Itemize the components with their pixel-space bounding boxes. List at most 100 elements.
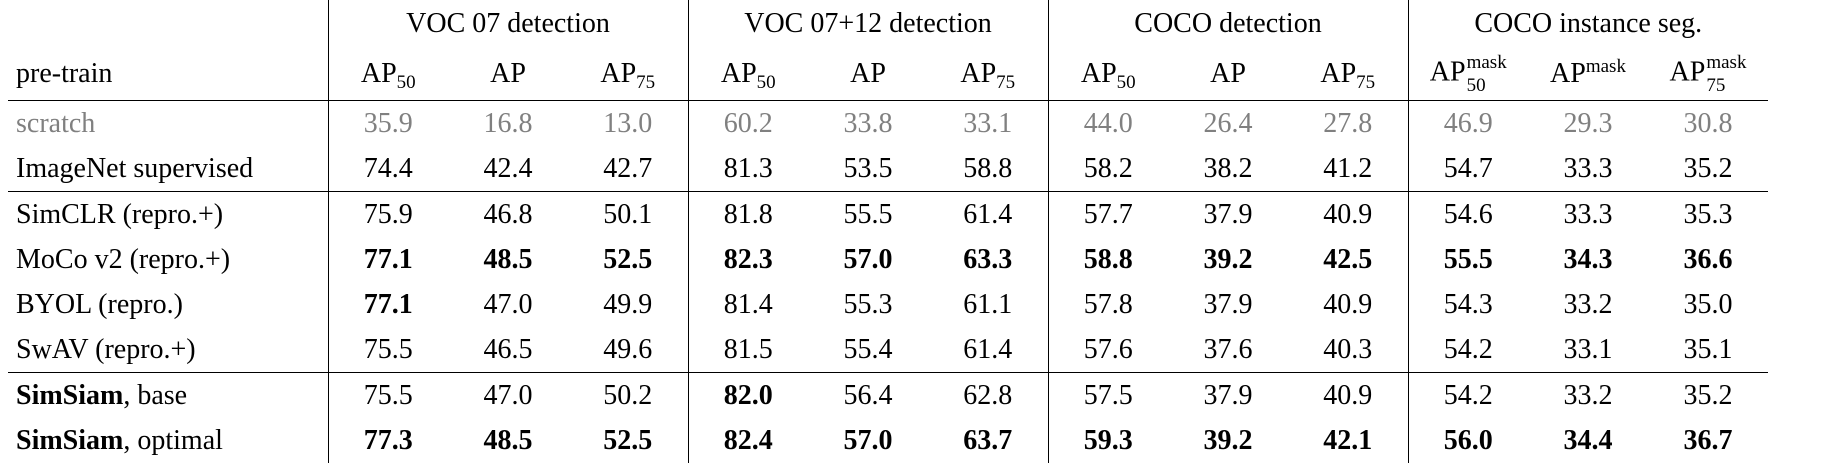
metric-header-ap75: AP75 [1288,48,1408,101]
table-cell: 37.6 [1168,327,1288,373]
method-variant: , base [123,379,188,411]
metric-header-ap75-mask: AP mask 75 [1648,48,1768,101]
table-cell: 57.7 [1047,191,1168,237]
metric-header-ap50-mask: AP mask 50 [1407,48,1528,101]
metric-header-ap: AP [808,48,928,101]
table-cell: 42.5 [1323,243,1373,275]
table-cell: 56.4 [843,379,893,411]
table-cell: 37.9 [1203,288,1253,320]
table-cell: 61.4 [963,198,1013,230]
table-cell: 33.8 [843,107,893,139]
table-cell: 42.7 [568,146,688,192]
pretrain-column-header: pre-train [8,48,328,101]
table-cell: 55.3 [843,288,893,320]
table-cell: 33.2 [1563,379,1613,411]
metric-header-ap75: AP75 [568,48,688,101]
table-row: BYOL (repro.) 77.1 47.0 49.9 81.4 55.3 61.1 57.… [8,282,1768,327]
table-cell: 35.1 [1648,327,1768,373]
table-cell: 46.5 [448,327,568,373]
table-cell: 55.4 [808,327,928,373]
table-cell: 30.8 [1683,107,1733,139]
table-cell: 35.0 [1683,288,1733,320]
table-cell: 37.9 [1203,198,1253,230]
table-cell: 61.1 [963,288,1013,320]
group-header-row: VOC 07 detection VOC 07+12 detection COC… [8,0,1768,48]
metric-header-ap50: AP50 [1047,48,1168,101]
table-cell: 49.9 [603,288,653,320]
table-cell: 77.1 [327,237,448,282]
table-cell: 36.6 [1683,243,1733,275]
table-row: MoCo v2 (repro.+) 77.1 48.5 52.5 82.3 57.0 63.… [8,237,1768,282]
table-row: ImageNet supervised 74.4 42.4 42.7 81.3 53.5 5… [8,146,1768,192]
results-body: scratch 35.9 16.8 13.0 60.2 33.8 33.1 44.0 26.4 2… [8,100,1768,463]
group-header-coco-seg: COCO instance seg. [1407,0,1768,48]
table-cell: 81.4 [687,282,808,327]
table-cell: 35.3 [1683,198,1733,230]
table-cell: 63.3 [963,243,1013,275]
table-cell: 56.0 [1407,418,1528,463]
table-cell: 34.3 [1563,243,1613,275]
table-cell: 57.0 [843,424,893,456]
row-label: MoCo v2 (repro.+) [16,243,231,275]
metric-header-row: pre-train AP50 AP AP75 AP50 AP AP75 AP50… [8,48,1768,101]
row-label: scratch [16,107,96,139]
empty-corner [8,0,328,48]
table-cell: 77.3 [327,418,448,463]
table-cell: 54.6 [1407,191,1528,237]
group-header-voc07: VOC 07 detection [327,0,688,48]
table-cell: 75.5 [327,372,448,418]
row-label: BYOL (repro.) [16,288,183,320]
table-cell: 35.9 [327,100,448,146]
group-header-voc0712: VOC 07+12 detection [687,0,1048,48]
table-cell: 81.8 [687,191,808,237]
table-cell: 52.5 [603,424,653,456]
metric-header-ap: AP [1168,48,1288,101]
table-cell: 16.8 [483,107,533,139]
row-label: SimSiam, base [8,373,328,419]
table-cell: 33.1 [963,107,1013,139]
table-cell: 36.7 [1683,424,1733,456]
table-cell: 50.2 [603,379,653,411]
table-cell: 38.2 [1168,146,1288,192]
table-cell: 41.2 [1288,146,1408,192]
table-cell: 58.8 [1047,237,1168,282]
table-cell: 60.2 [687,100,808,146]
table-cell: 39.2 [1203,243,1253,275]
metric-header-ap-mask: APmask [1528,48,1648,101]
table-cell: 77.1 [327,282,448,327]
table-cell: 34.4 [1563,424,1613,456]
group-header-coco-det: COCO detection [1047,0,1408,48]
table-cell: 47.0 [483,379,533,411]
table-cell: 33.1 [1528,327,1648,373]
table-cell: 54.2 [1407,327,1528,373]
table-cell: 57.5 [1047,372,1168,418]
table-cell: 13.0 [603,107,653,139]
table-cell: 26.4 [1203,107,1253,139]
table-cell: 53.5 [808,146,928,192]
table-cell: 39.2 [1203,424,1253,456]
table-cell: 57.6 [1047,327,1168,373]
table-cell: 44.0 [1047,100,1168,146]
table-cell: 81.3 [687,146,808,192]
table-cell: 40.9 [1323,288,1373,320]
table-cell: 55.5 [843,198,893,230]
table-cell: 58.8 [928,146,1048,192]
method-variant: , optimal [123,424,223,456]
table-cell: 82.0 [687,372,808,418]
row-label: ImageNet supervised [8,146,328,192]
table-cell: 33.2 [1563,288,1613,320]
table-cell: 27.8 [1323,107,1373,139]
table-row: SwAV (repro.+) 75.5 46.5 49.6 81.5 55.4 61.4 57… [8,327,1768,373]
table-cell: 74.4 [327,146,448,192]
table-cell: 75.9 [327,191,448,237]
row-label: SwAV (repro.+) [8,327,328,373]
table-cell: 42.1 [1323,424,1373,456]
table-cell: 54.3 [1407,282,1528,327]
table-row: scratch 35.9 16.8 13.0 60.2 33.8 33.1 44.0 26.4 2… [8,100,1768,146]
table-cell: 37.9 [1203,379,1253,411]
table-cell: 58.2 [1047,146,1168,192]
table-cell: 52.5 [603,243,653,275]
table-row: SimSiam, base 75.5 47.0 50.2 82.0 56.4 62.8 57.… [8,372,1768,419]
table-cell: 35.2 [1648,146,1768,192]
table-cell: 82.3 [687,237,808,282]
